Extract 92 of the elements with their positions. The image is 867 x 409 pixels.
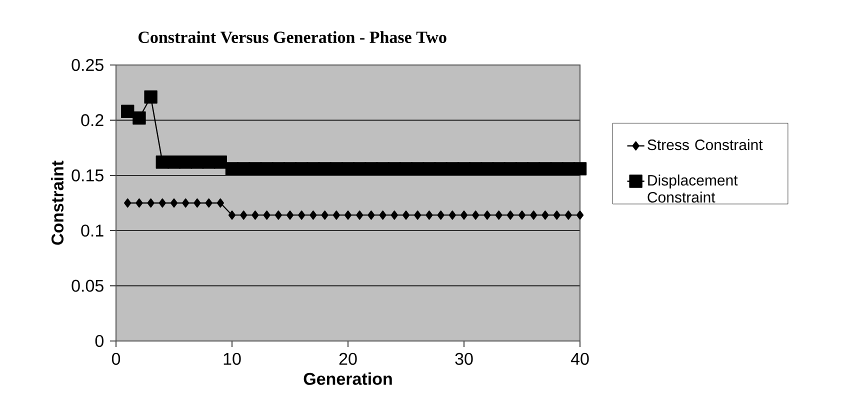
point xyxy=(214,156,228,169)
legend-label: Displacement Constraint xyxy=(648,174,738,203)
point xyxy=(252,210,259,220)
point xyxy=(330,162,344,176)
point xyxy=(411,162,424,176)
x-tick-label: 20 xyxy=(339,352,357,365)
point xyxy=(553,210,560,220)
point xyxy=(364,162,378,176)
point xyxy=(538,162,552,176)
y-tick-label: 0.15 xyxy=(72,169,104,182)
point xyxy=(504,162,517,176)
point xyxy=(194,198,201,208)
point xyxy=(121,104,134,118)
point xyxy=(283,162,297,176)
point xyxy=(472,210,480,220)
point xyxy=(202,156,216,169)
point xyxy=(306,162,320,176)
point xyxy=(353,162,366,176)
point xyxy=(260,162,274,176)
point xyxy=(399,162,413,176)
point xyxy=(228,210,236,220)
point xyxy=(240,210,248,220)
point xyxy=(530,210,538,220)
point xyxy=(527,162,540,176)
point xyxy=(182,198,190,208)
y-tick-label: 0.1 xyxy=(81,224,104,237)
point xyxy=(446,162,460,176)
x-axis-title: Generation xyxy=(304,372,392,385)
point xyxy=(550,162,564,176)
point xyxy=(341,162,355,176)
point xyxy=(426,210,433,220)
point xyxy=(272,162,286,176)
point xyxy=(448,210,456,220)
chart-title: Constraint Versus Generation - Phase Two xyxy=(138,31,446,44)
point xyxy=(460,210,468,220)
point xyxy=(434,162,448,176)
y-tick-label: 0 xyxy=(95,334,104,348)
point xyxy=(332,210,340,220)
y-axis-title: Constraint xyxy=(51,160,64,245)
point xyxy=(469,162,482,176)
point xyxy=(318,162,332,176)
point xyxy=(356,210,364,220)
point xyxy=(402,210,410,220)
point xyxy=(344,210,352,220)
point xyxy=(542,210,549,220)
point xyxy=(136,198,143,208)
point xyxy=(158,198,166,208)
point xyxy=(562,162,575,176)
point xyxy=(170,198,178,208)
point xyxy=(124,198,132,208)
point xyxy=(484,210,491,220)
x-tick-label: 10 xyxy=(224,352,241,365)
point xyxy=(263,210,270,220)
point xyxy=(310,210,317,220)
point xyxy=(286,210,294,220)
point xyxy=(573,162,587,176)
point xyxy=(492,162,506,176)
point xyxy=(205,198,212,208)
point xyxy=(298,210,306,220)
point xyxy=(132,111,146,125)
point xyxy=(274,210,282,220)
point xyxy=(576,210,584,220)
point xyxy=(216,198,224,208)
point xyxy=(390,210,398,220)
x-tick-label: 40 xyxy=(570,352,589,365)
point xyxy=(414,210,422,220)
x-tick-label: 30 xyxy=(455,352,473,365)
point xyxy=(495,210,502,220)
point xyxy=(506,210,514,220)
point xyxy=(388,162,402,176)
point xyxy=(225,162,239,176)
point xyxy=(376,162,390,176)
point xyxy=(379,210,386,220)
point xyxy=(295,162,308,176)
point xyxy=(237,162,250,176)
y-tick-label: 0.05 xyxy=(72,280,104,292)
point xyxy=(480,162,494,176)
point xyxy=(437,210,444,220)
point xyxy=(248,162,262,176)
point xyxy=(368,210,375,220)
y-tick-label: 0.25 xyxy=(72,58,104,72)
legend-label: Stress Constraint xyxy=(648,139,763,150)
point xyxy=(564,210,572,220)
point xyxy=(515,162,529,176)
point xyxy=(457,162,471,176)
point xyxy=(147,198,154,208)
point xyxy=(518,210,526,220)
point xyxy=(321,210,328,220)
point xyxy=(144,90,158,104)
y-tick-label: 0.2 xyxy=(81,114,104,126)
x-tick-label: 0 xyxy=(112,352,120,365)
point xyxy=(422,162,436,176)
